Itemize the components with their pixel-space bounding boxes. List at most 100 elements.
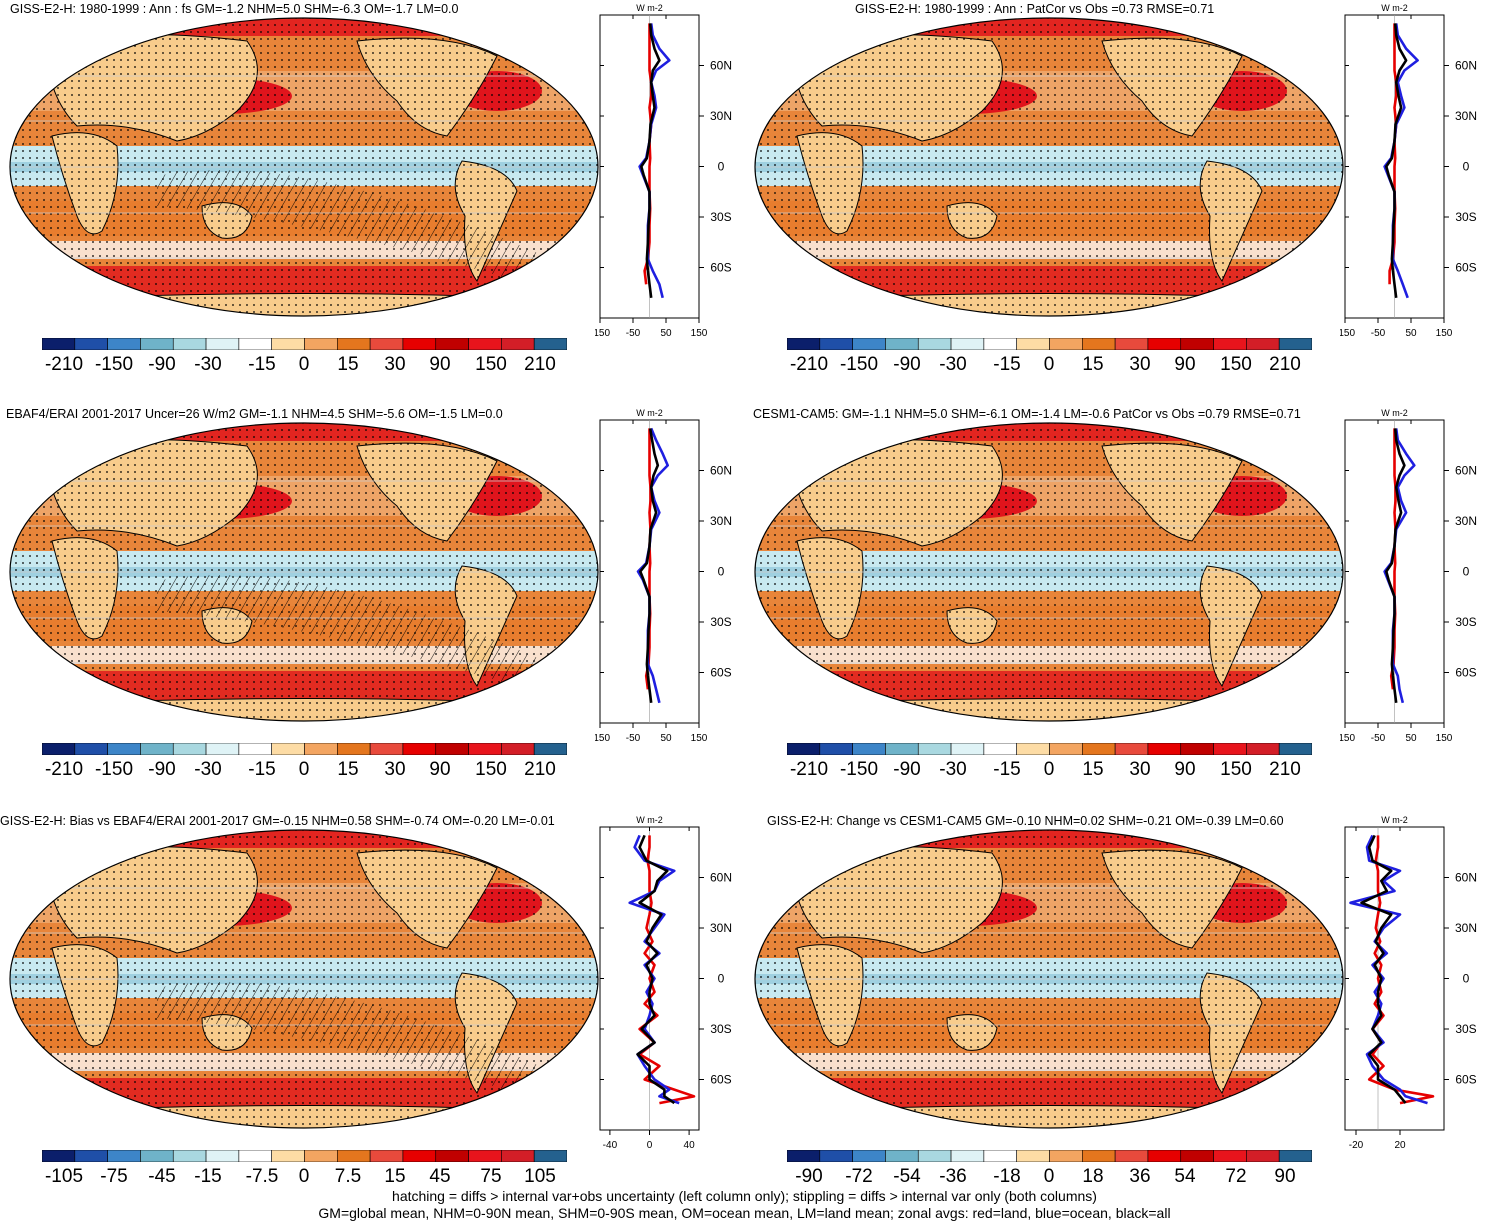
ytick-label: 30S bbox=[1455, 210, 1476, 224]
panel-5: GISS-E2-H: Bias vs EBAF4/ERAI 2001-2017 … bbox=[0, 812, 744, 1217]
colorbar-tick-label: -105 bbox=[44, 1166, 84, 1187]
colorbar-labels: -210 -150 -90 -30 -15 0 15 30 90 150 210 bbox=[787, 354, 1312, 378]
zonal-series-line bbox=[643, 23, 653, 285]
colorbar-tick-label: -210 bbox=[44, 759, 84, 780]
colorbar-tick-label: -36 bbox=[939, 1166, 967, 1187]
map-border bbox=[754, 422, 1344, 722]
colorbar-tick-label: 210 bbox=[1269, 759, 1301, 780]
ytick-label: 60N bbox=[710, 59, 732, 73]
colorbar-swatch bbox=[468, 1150, 502, 1162]
colorbar-swatch bbox=[885, 743, 919, 755]
colorbar-swatch bbox=[1246, 743, 1280, 755]
colorbar bbox=[42, 743, 567, 755]
xtick-label: 0 bbox=[647, 1140, 653, 1151]
footer-legend-note: GM=global mean, NHM=0-90N mean, SHM=0-90… bbox=[318, 1205, 1171, 1221]
colorbar-swatch bbox=[107, 338, 141, 350]
zonal-series-line bbox=[1360, 834, 1407, 1104]
zonal-mean-plot: W m-2 60N 30N 0 30S 60S -150 -50 50 150 bbox=[595, 408, 732, 744]
colorbar-swatch bbox=[501, 743, 535, 755]
zonal-series-line bbox=[1385, 23, 1408, 298]
ytick-label: 0 bbox=[1463, 565, 1470, 579]
xtick-label: 150 bbox=[691, 328, 708, 339]
ytick-label: 60N bbox=[1455, 59, 1477, 73]
hatching bbox=[157, 575, 567, 701]
colorbar-tick-label: 0 bbox=[298, 759, 310, 780]
colorbar-tick-label: -210 bbox=[789, 759, 829, 780]
zonal-mean-plot: W m-2 60N 30N 0 30S 60S -150 -50 50 150 bbox=[1340, 408, 1477, 744]
zonal-series-line bbox=[636, 427, 669, 704]
colorbar-swatch bbox=[140, 338, 174, 350]
xtick-label: -50 bbox=[1371, 733, 1386, 744]
panel-1: GISS-E2-H: 1980-1999 : Ann : fs GM=-1.2 … bbox=[0, 0, 744, 405]
colorbar-swatch bbox=[238, 743, 272, 755]
unit-label: W m-2 bbox=[1381, 3, 1408, 13]
colorbar-swatch bbox=[787, 1150, 821, 1162]
map-border bbox=[754, 829, 1344, 1129]
colorbar-swatch bbox=[1147, 743, 1182, 755]
footer-hatching-note: hatching = diffs > internal var+obs unce… bbox=[392, 1188, 1097, 1204]
map-border bbox=[9, 422, 599, 722]
colorbar-swatch bbox=[1278, 743, 1312, 755]
colorbar-swatch bbox=[369, 1150, 404, 1162]
colorbar-labels: -105 -75 -45 -15 -7.5 0 7.5 15 45 75 105 bbox=[42, 1166, 567, 1190]
colorbar-tick-label: 90 bbox=[429, 354, 451, 375]
colorbar bbox=[787, 338, 1312, 350]
colorbar-tick-label: -30 bbox=[939, 354, 967, 375]
colorbar-swatch bbox=[885, 1150, 919, 1162]
colorbar-tick-label: -90 bbox=[893, 354, 921, 375]
panel-2: GISS-E2-H: 1980-1999 : Ann : PatCor vs O… bbox=[745, 0, 1489, 405]
colorbar-swatch bbox=[369, 743, 404, 755]
colorbar-swatch bbox=[402, 1150, 437, 1162]
colorbar-swatch bbox=[533, 1150, 567, 1162]
ytick-label: 60N bbox=[710, 871, 732, 885]
colorbar-labels: -210 -150 -90 -30 -15 0 15 30 90 150 210 bbox=[42, 354, 567, 378]
colorbar-tick-label: 15 bbox=[1082, 354, 1104, 375]
unit-label: W m-2 bbox=[1381, 815, 1408, 825]
map-border bbox=[754, 17, 1344, 317]
xtick-label: -50 bbox=[626, 733, 641, 744]
colorbar-swatch bbox=[1016, 743, 1050, 755]
colorbar-swatch bbox=[1147, 338, 1182, 350]
colorbar-tick-label: 30 bbox=[1129, 759, 1151, 780]
map-projection bbox=[754, 829, 1344, 1129]
colorbar-swatch bbox=[1180, 1150, 1214, 1162]
ytick-label: 30N bbox=[1455, 921, 1477, 935]
unit-label: W m-2 bbox=[636, 815, 663, 825]
ytick-label: 60S bbox=[1455, 261, 1476, 275]
map-border bbox=[9, 17, 599, 317]
colorbar-swatch bbox=[402, 338, 437, 350]
ytick-label: 30N bbox=[1455, 514, 1477, 528]
zonal-series-line bbox=[639, 428, 660, 703]
colorbar-swatch bbox=[950, 743, 985, 755]
colorbar-tick-label: 150 bbox=[1220, 354, 1252, 375]
panel-title: GISS-E2-H: 1980-1999 : Ann : PatCor vs O… bbox=[855, 2, 1215, 16]
colorbar-swatch bbox=[172, 338, 207, 350]
colorbar-swatch bbox=[435, 1150, 469, 1162]
zonal-mean-plot: W m-2 60N 30N 0 30S 60S -150 -50 50 150 bbox=[1340, 3, 1477, 339]
colorbar-swatch bbox=[1278, 338, 1312, 350]
ytick-label: 30N bbox=[710, 921, 732, 935]
ytick-label: 30S bbox=[710, 1022, 731, 1036]
panel-title: CESM1-CAM5: GM=-1.1 NHM=5.0 SHM=-6.1 OM=… bbox=[753, 407, 1301, 421]
colorbar-swatch bbox=[819, 1150, 853, 1162]
ytick-label: 30S bbox=[710, 210, 731, 224]
colorbar-swatch bbox=[1278, 1150, 1312, 1162]
colorbar-swatch bbox=[1082, 338, 1116, 350]
xtick-label: 50 bbox=[1405, 733, 1417, 744]
colorbar-swatch bbox=[917, 338, 952, 350]
panel-title: GISS-E2-H: 1980-1999 : Ann : fs GM=-1.2 … bbox=[10, 2, 459, 16]
xtick-label: 150 bbox=[1436, 328, 1453, 339]
colorbar-swatch bbox=[533, 743, 567, 755]
colorbar-swatch bbox=[852, 1150, 886, 1162]
colorbar-swatch bbox=[501, 338, 535, 350]
zonal-frame bbox=[1344, 826, 1445, 1131]
zonal-series-line bbox=[1389, 428, 1397, 690]
colorbar-tick-label: -15 bbox=[993, 354, 1021, 375]
zonal-series-line bbox=[640, 23, 661, 298]
ytick-label: 60S bbox=[1455, 1073, 1476, 1087]
colorbar-swatch bbox=[172, 743, 207, 755]
colorbar-swatch bbox=[238, 1150, 272, 1162]
colorbar-tick-label: 90 bbox=[1274, 1166, 1296, 1187]
colorbar bbox=[787, 1150, 1312, 1162]
xtick-label: 150 bbox=[691, 733, 708, 744]
